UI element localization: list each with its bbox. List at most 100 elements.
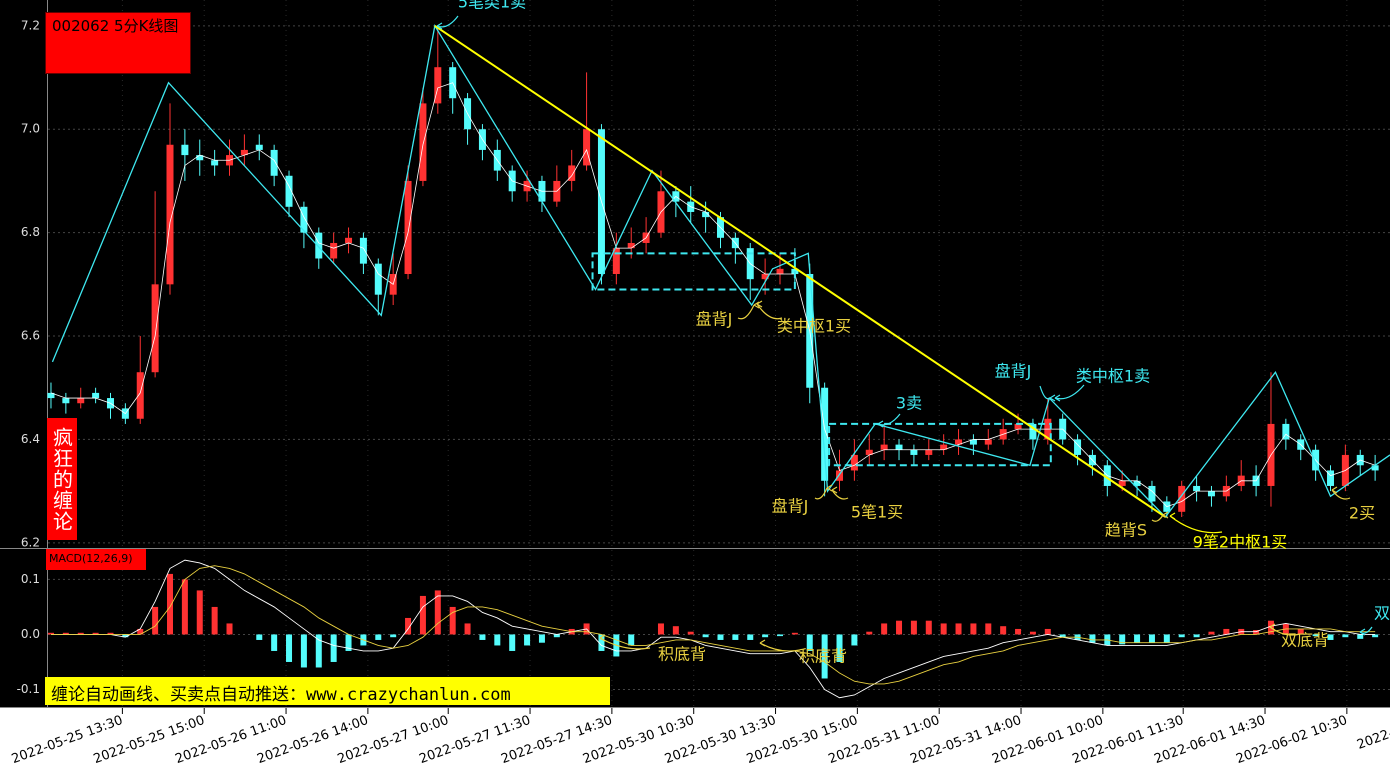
candle-body	[136, 372, 144, 419]
trend-line	[434, 25, 1166, 518]
macd-bar	[1327, 634, 1334, 640]
macd-bar	[434, 590, 441, 635]
candle-body	[836, 470, 844, 481]
annotation: 盘背J	[696, 310, 733, 329]
macd-bar	[494, 634, 501, 646]
candle-body	[984, 439, 992, 445]
y-tick-label: 0.0	[21, 627, 40, 641]
y-tick-label: 7.0	[21, 122, 40, 136]
dea-line	[50, 565, 1376, 685]
macd-bar	[77, 632, 84, 635]
macd-bar	[1015, 628, 1022, 635]
annotation-arrowhead	[831, 486, 838, 494]
annotation-arrowhead	[877, 420, 884, 428]
macd-bar	[449, 606, 456, 635]
macd-bar	[137, 628, 144, 635]
candle-body	[910, 449, 918, 455]
annotation: 类中枢1买	[777, 317, 851, 336]
macd-bar	[1253, 630, 1260, 635]
annotation: 5笔1买	[851, 503, 903, 522]
candle-body	[1282, 423, 1290, 440]
macd-bar	[375, 634, 382, 640]
candle-body	[880, 444, 888, 450]
macd-bar	[479, 634, 486, 640]
macd-bar	[657, 623, 664, 635]
x-axis-background	[0, 708, 1390, 775]
macd-bar	[806, 634, 813, 651]
candle-body	[1133, 480, 1141, 486]
macd-bar	[405, 617, 412, 635]
annotation-arrowhead	[1169, 512, 1176, 520]
candle-body	[969, 439, 977, 445]
annotation: 3卖	[896, 394, 922, 413]
macd-bar	[702, 634, 709, 638]
macd-bar	[524, 634, 531, 646]
macd-bar	[747, 634, 754, 640]
macd-bar	[62, 632, 69, 635]
candle-body	[940, 444, 948, 450]
macd-bar	[1357, 634, 1364, 639]
y-tick-label: 0.1	[21, 572, 40, 586]
annotation-arrowhead	[1049, 394, 1056, 402]
macd-bar	[851, 634, 858, 646]
annotation-arrowhead	[1359, 628, 1366, 636]
annotation: 盘背J	[995, 362, 1032, 381]
macd-bar	[598, 634, 605, 651]
candle-body	[1014, 423, 1022, 430]
macd-bar	[271, 634, 278, 651]
annotation-arrowhead	[599, 634, 606, 642]
candle-body	[1371, 465, 1379, 471]
candle-body	[612, 248, 620, 274]
annotation: 积底背	[799, 647, 847, 666]
macd-bar	[791, 632, 798, 635]
candle-body	[1207, 491, 1215, 497]
macd-bar	[1000, 626, 1007, 635]
macd-bar	[1208, 631, 1215, 635]
macd-bar	[821, 634, 828, 679]
annotation: 积底背	[658, 645, 706, 664]
candle-body	[359, 237, 367, 264]
candle-body	[850, 454, 858, 471]
ma-line	[50, 82, 1376, 508]
annotation-arrowhead	[1054, 394, 1061, 402]
candle-body	[77, 398, 85, 404]
annotation-arrowhead	[753, 301, 760, 309]
macd-bar	[419, 595, 426, 635]
annotation-arrow	[831, 489, 849, 500]
candle-body	[92, 392, 100, 399]
macd-bar	[955, 623, 962, 635]
candle-body	[1326, 470, 1334, 486]
macd-bar	[925, 620, 932, 635]
candle-body	[627, 242, 635, 249]
annotation: 类中枢1卖	[1076, 367, 1150, 386]
candle-body	[211, 160, 219, 166]
annotation-arrowhead	[1269, 623, 1276, 631]
candle-body	[865, 449, 873, 455]
macd-bar	[107, 632, 114, 635]
macd-bar	[1163, 634, 1170, 643]
candle-body	[1029, 423, 1037, 440]
y-tick-label: -0.1	[17, 682, 40, 696]
candle-body	[62, 398, 70, 404]
annotation-arrow	[1151, 514, 1164, 522]
candle-body	[1178, 485, 1186, 512]
annotation-arrow	[756, 303, 783, 320]
macd-bar	[1089, 634, 1096, 643]
macd-bar	[1342, 634, 1349, 638]
candle-body	[285, 175, 293, 207]
macd-bar	[286, 634, 293, 662]
annotation: 5笔类1卖	[458, 0, 526, 12]
candle-body	[1118, 480, 1126, 486]
candle-body	[1148, 485, 1156, 502]
macd-bar	[122, 634, 129, 638]
candle-body	[434, 67, 442, 104]
macd-bar	[896, 620, 903, 635]
candle-body	[761, 274, 769, 280]
candle-body	[315, 232, 323, 259]
macd-bar	[687, 631, 694, 635]
chart-title: 002062 5分K线图	[45, 12, 191, 74]
side-label: 疯狂的缠论	[47, 418, 77, 540]
annotation-arrowhead	[436, 22, 443, 30]
candle-body	[895, 444, 903, 450]
